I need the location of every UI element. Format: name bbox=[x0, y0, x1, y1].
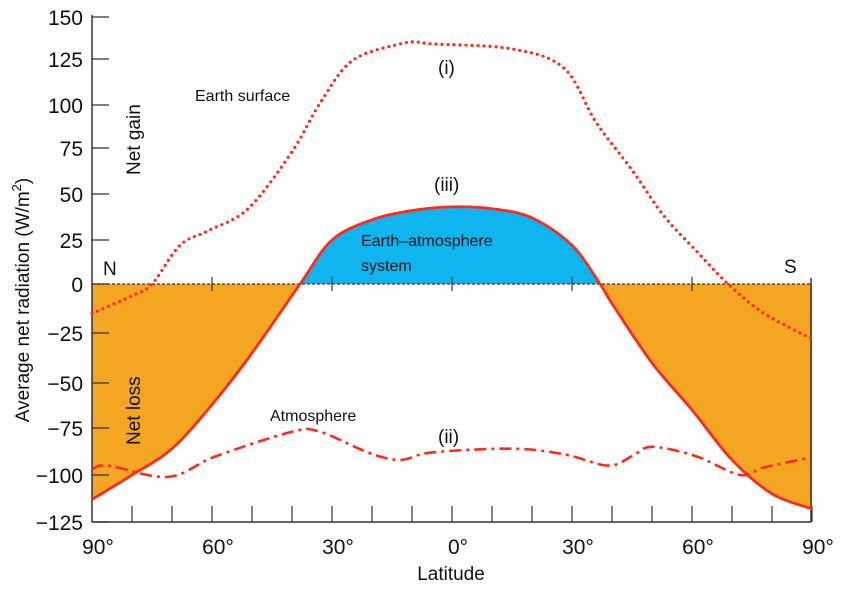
x-tick-label: 90° bbox=[802, 536, 834, 559]
series-iii-marker: (iii) bbox=[434, 175, 459, 196]
north-label: N bbox=[103, 259, 117, 280]
series-iii-line bbox=[91, 205, 813, 511]
fill-regions bbox=[92, 206, 812, 509]
y-tick-label: 25 bbox=[60, 230, 83, 253]
earth-atmosphere-label-line2: system bbox=[361, 258, 412, 275]
x-axis-label: Latitude bbox=[417, 564, 485, 585]
y-tick-label: 50 bbox=[60, 184, 83, 207]
series-i-line bbox=[90, 40, 814, 341]
net-gain-label: Net gain bbox=[124, 104, 145, 175]
y-tick-label: −125 bbox=[36, 512, 83, 535]
net-loss-fill bbox=[92, 284, 812, 509]
y-tick-label: −75 bbox=[47, 418, 83, 441]
y-tick-label: −100 bbox=[36, 465, 83, 488]
series-ii-line bbox=[91, 427, 809, 479]
x-tick-label: 60° bbox=[682, 536, 714, 559]
y-axis-label-end: ) bbox=[13, 178, 34, 184]
y-tick-label: 75 bbox=[60, 138, 83, 161]
earth-surface-label: Earth surface bbox=[195, 88, 290, 105]
series-i-marker: (i) bbox=[438, 58, 455, 79]
curves bbox=[90, 40, 814, 511]
labels: Earth surface (i) Atmosphere (ii) Earth–… bbox=[9, 58, 797, 585]
net-loss-label: Net loss bbox=[124, 376, 145, 445]
y-axis-label-sup: 2 bbox=[9, 184, 24, 191]
y-tick-label: 125 bbox=[48, 49, 83, 72]
x-tick-label: 90° bbox=[82, 536, 114, 559]
south-label: S bbox=[784, 257, 797, 278]
x-tick-label: 0° bbox=[448, 536, 468, 559]
y-axis-label-main: Average net radiation (W/m bbox=[13, 191, 34, 422]
y-axis-label: Average net radiation (W/m2) bbox=[9, 178, 34, 423]
y-tick-label: −25 bbox=[47, 323, 83, 346]
y-tick-label: 0 bbox=[71, 274, 83, 297]
x-tick-label: 60° bbox=[202, 536, 234, 559]
y-tick-label: 100 bbox=[48, 95, 83, 118]
series-ii-marker: (ii) bbox=[438, 427, 459, 448]
earth-atmosphere-label-line1: Earth–atmosphere bbox=[361, 233, 493, 250]
x-tick-label: 30° bbox=[562, 536, 594, 559]
net-gain-fill bbox=[92, 206, 812, 284]
y-tick-label: 150 bbox=[48, 7, 83, 30]
x-tick-label: 30° bbox=[322, 536, 354, 559]
atmosphere-label: Atmosphere bbox=[270, 408, 356, 425]
y-tick-label: −50 bbox=[47, 373, 83, 396]
